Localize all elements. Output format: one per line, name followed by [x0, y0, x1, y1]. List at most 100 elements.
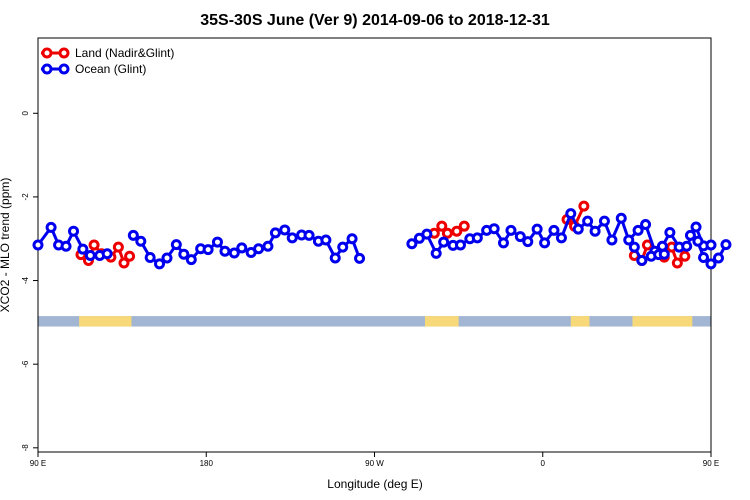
ocean-data-point: [692, 235, 704, 247]
ocean-data-point: [720, 239, 732, 251]
ocean-data-point: [640, 219, 652, 231]
legend-ocean-marker: [58, 63, 70, 75]
ocean-data-point: [488, 223, 500, 235]
legend-ocean-label: Ocean (Glint): [75, 62, 146, 76]
surface-strip-land: [632, 316, 693, 327]
land-data-point: [124, 250, 136, 262]
land-data-point: [458, 220, 470, 232]
ocean-data-point: [32, 239, 44, 251]
ocean-data-point: [565, 208, 577, 220]
ocean-data-point: [77, 243, 89, 255]
plot-area: 90 E 180 90 W 0 90 E 0 -2 -4 -6 -8 Land (Nadir&Gli…: [21, 37, 732, 468]
ocean-data-point: [60, 240, 72, 252]
ocean-data-point: [632, 224, 644, 236]
ocean-data-point: [582, 215, 594, 227]
ocean-data-point: [421, 228, 433, 240]
ocean-data-point: [705, 239, 717, 251]
x-axis-label: Longitude (deg E): [327, 477, 422, 491]
ocean-data-point: [178, 248, 190, 260]
ocean-data-point: [262, 240, 274, 252]
surface-strip-land: [570, 316, 590, 327]
ocean-data-point: [684, 229, 696, 241]
ocean-data-point: [154, 258, 166, 270]
ocean-data-point: [253, 243, 265, 255]
ocean-data-point: [572, 223, 584, 235]
ocean-data-point: [606, 234, 618, 246]
ocean-data-point: [623, 234, 635, 246]
x-tick-label: 0: [541, 459, 546, 468]
ocean-data-point: [269, 227, 281, 239]
x-tick-label: 90 E: [703, 459, 719, 468]
ocean-data-point: [522, 236, 534, 248]
ocean-data-point: [589, 225, 601, 237]
surface-strip-ocean: [38, 316, 711, 327]
land-data-point: [118, 257, 130, 269]
ocean-data-point: [185, 254, 197, 266]
ocean-data-point: [303, 229, 315, 241]
ocean-data-point: [329, 252, 341, 264]
legend-ocean-marker: [41, 63, 53, 75]
ocean-data-point: [505, 224, 517, 236]
y-tick-label: -6: [21, 360, 30, 368]
ocean-data-point: [615, 212, 627, 224]
ocean-data-point: [690, 221, 702, 233]
ocean-data-point: [354, 252, 366, 264]
surface-strip-land: [424, 316, 459, 327]
legend-land-label: Land (Nadir&Glint): [75, 46, 174, 60]
chart-title: 35S-30S June (Ver 9) 2014-09-06 to 2018-…: [200, 12, 550, 29]
x-tick-label: 90 E: [30, 459, 46, 468]
ocean-data-point: [144, 252, 156, 264]
y-tick-label: -4: [21, 276, 30, 284]
y-axis-label: XCO2 - MLO trend (ppm): [0, 178, 12, 313]
ocean-data-point: [628, 241, 640, 253]
ocean-data-point: [705, 258, 717, 270]
ocean-data-point: [539, 237, 551, 249]
surface-strip-land: [79, 316, 132, 327]
land-data-point: [671, 257, 683, 269]
ocean-data-point: [681, 240, 693, 252]
land-data-point: [112, 241, 124, 253]
ocean-data-point: [454, 239, 466, 251]
ocean-data-point: [598, 215, 610, 227]
ocean-data-point: [497, 237, 509, 249]
ocean-data-point: [636, 254, 648, 266]
ocean-data-point: [202, 244, 214, 256]
ocean-data-point: [698, 252, 710, 264]
ocean-data-point: [211, 236, 223, 248]
ocean-data-point: [548, 224, 560, 236]
ocean-data-point: [531, 223, 543, 235]
land-data-point: [88, 239, 100, 251]
ocean-data-point: [286, 232, 298, 244]
ocean-data-point: [712, 252, 724, 264]
ocean-data-point: [161, 252, 173, 264]
y-tick-label: -8: [21, 444, 30, 452]
x-tick-label: 180: [200, 459, 214, 468]
y-tick-label: 0: [21, 110, 30, 115]
land-data-point: [451, 225, 463, 237]
ocean-data-point: [664, 226, 676, 238]
x-tick-label: 90 W: [365, 459, 384, 468]
ocean-data-point: [406, 238, 418, 250]
land-data-point: [436, 220, 448, 232]
land-data-point: [679, 250, 691, 262]
ocean-data-point: [135, 235, 147, 247]
ocean-data-point: [346, 233, 358, 245]
ocean-data-point: [658, 248, 670, 260]
y-tick-label: -2: [21, 193, 30, 201]
ocean-data-point: [320, 234, 332, 246]
land-data-point: [441, 227, 453, 239]
ocean-data-point: [438, 236, 450, 248]
ocean-data-point: [68, 225, 80, 237]
ocean-data-point: [84, 249, 96, 261]
ocean-data-point: [514, 231, 526, 243]
legend-land-marker: [41, 47, 53, 59]
ocean-data-point: [337, 241, 349, 253]
land-data-point: [578, 200, 590, 212]
ocean-data-point: [45, 221, 57, 233]
ocean-data-point: [170, 239, 182, 251]
ocean-data-point: [279, 224, 291, 236]
ocean-data-point: [219, 245, 231, 257]
ocean-data-point: [228, 247, 240, 259]
ocean-data-point: [101, 248, 113, 260]
